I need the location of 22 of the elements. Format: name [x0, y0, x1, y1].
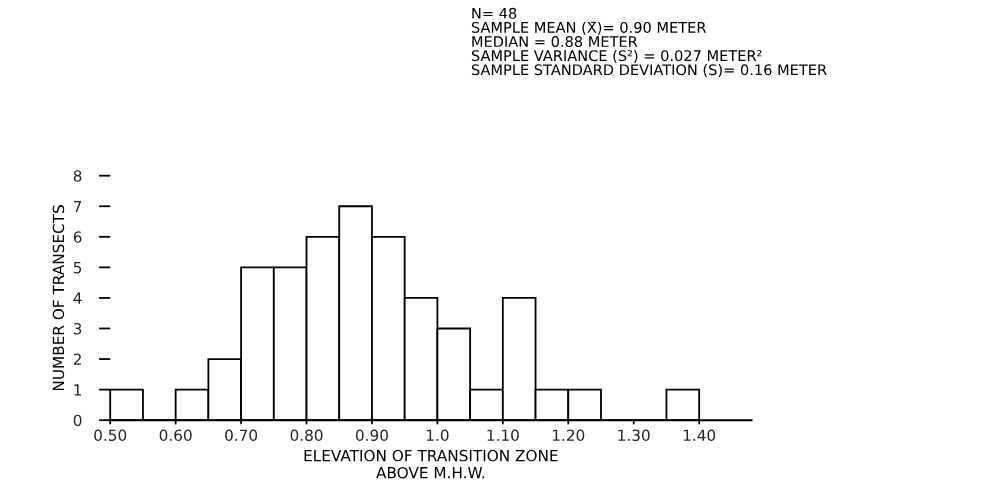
y-tick-label: 1: [74, 384, 82, 396]
y-tick-label: 4: [73, 292, 82, 304]
y-tick-label: 3: [73, 322, 82, 335]
x-tick-label: 0.60: [159, 429, 192, 442]
x-tick-label: 0.80: [290, 429, 323, 442]
y-axis-title: NUMBER OF TRANSECTS: [52, 205, 65, 391]
y-tick-label: 0: [73, 414, 82, 427]
x-tick-label: 0.50: [94, 429, 127, 442]
y-tick-label: 7: [73, 200, 82, 213]
y-tick-label: 8: [73, 170, 82, 182]
y-tick-label: 5: [73, 262, 82, 274]
y-tick-label: 6: [73, 231, 82, 243]
x-tick-label: 0.90: [355, 429, 388, 442]
x-tick-label: 1.40: [683, 429, 716, 442]
x-tick-label: 1.30: [618, 429, 650, 442]
text: N= 48 SAMPLE MEAN (X̄)= 0.90 METER MEDIAN = 0.88 METER SAMPLE VARIANCE (S²) = 0.027 METER² SAMPLE STANDARD DEVIATION (S)= 0.16 METER: [471, 7, 827, 77]
x-axis-title: ELEVATION OF TRANSITION ZONE ABOVE M.H.W.: [304, 449, 558, 479]
y-tick-label: 2: [73, 353, 81, 365]
x-tick-label: 0.70: [225, 429, 258, 442]
x-tick-label: 1.20: [552, 429, 585, 442]
x-tick-label: 1.10: [487, 429, 519, 442]
x-tick-label: 1.0: [426, 429, 449, 442]
